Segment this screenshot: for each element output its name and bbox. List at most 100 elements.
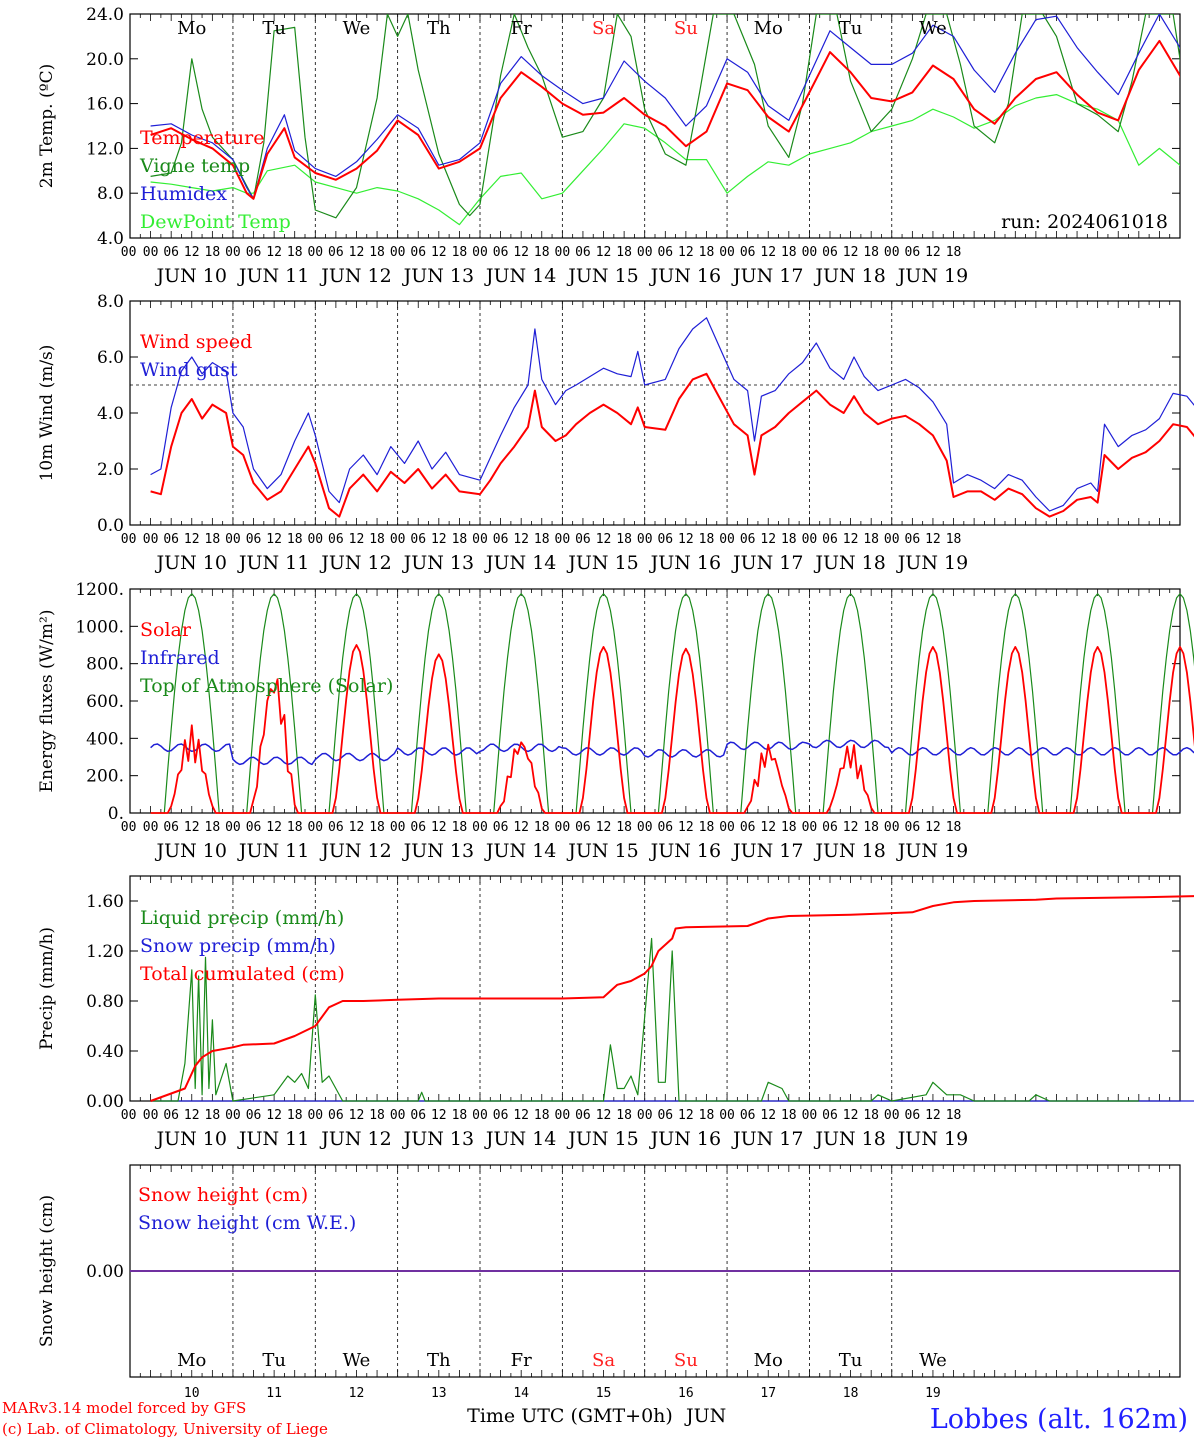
- day-of-week-label: Th: [427, 18, 451, 39]
- legend-snow-height-cm-: Snow height (cm): [138, 1184, 308, 1206]
- day-of-week-label: Sa: [592, 1350, 615, 1371]
- date-label: JUN 14: [484, 552, 556, 574]
- hour-tick-label: 00: [121, 1108, 137, 1123]
- hour-tick-label: 18: [616, 532, 632, 547]
- hour-tick-label: 06: [246, 1108, 262, 1123]
- hour-tick-label: 00: [719, 820, 735, 835]
- y-tick-label: 4.0: [97, 229, 124, 249]
- day-number-label: 18: [843, 1386, 859, 1401]
- day-number-label: 19: [925, 1386, 941, 1401]
- hour-tick-label: 18: [369, 1108, 385, 1123]
- hour-tick-label: 00: [719, 1108, 735, 1123]
- hour-tick-label: 06: [822, 820, 838, 835]
- hour-tick-label: 00: [719, 532, 735, 547]
- legend-temperature: Temperature: [140, 127, 264, 149]
- hour-tick-label: 12: [843, 532, 859, 547]
- hour-tick-label: 12: [513, 245, 529, 260]
- y-axis-label: Precip (mm/h): [37, 927, 57, 1050]
- hour-tick-label: 18: [616, 1108, 632, 1123]
- hour-tick-label: 18: [699, 532, 715, 547]
- hour-tick-label: 00: [802, 1108, 818, 1123]
- date-label: JUN 17: [731, 552, 803, 574]
- day-number-label: 13: [431, 1386, 447, 1401]
- y-tick-label: 1.60: [86, 892, 124, 912]
- hour-tick-label: 12: [596, 820, 612, 835]
- footer-lab-credit: (c) Lab. of Climatology, University of L…: [2, 1420, 328, 1438]
- y-tick-label: 12.0: [86, 139, 124, 159]
- hour-tick-label: 06: [328, 820, 344, 835]
- hour-tick-label: 00: [884, 1108, 900, 1123]
- date-label: JUN 16: [649, 840, 721, 862]
- hour-tick-label: 00: [637, 245, 653, 260]
- legend-solar: Solar: [140, 619, 192, 641]
- hour-tick-label: 12: [431, 1108, 447, 1123]
- day-of-week-label: Tu: [839, 18, 863, 39]
- hour-tick-label: 06: [163, 532, 179, 547]
- hour-tick-label: 12: [760, 1108, 776, 1123]
- y-tick-label: 0.00: [86, 1262, 124, 1282]
- hour-tick-label: 06: [493, 1108, 509, 1123]
- hour-tick-label: 12: [184, 532, 200, 547]
- hour-tick-label: 18: [287, 820, 303, 835]
- hour-tick-label: 06: [410, 820, 426, 835]
- series-infrared: [150, 739, 1194, 766]
- date-label: JUN 14: [484, 840, 556, 862]
- hour-tick-label: 12: [678, 820, 694, 835]
- series-humidex: [150, 14, 1180, 200]
- series-wind-gust: [150, 317, 1194, 512]
- hour-tick-label: 06: [905, 820, 921, 835]
- hour-tick-label: 00: [307, 532, 323, 547]
- y-axis-label: Snow height (cm): [37, 1195, 57, 1347]
- hour-tick-label: 18: [616, 820, 632, 835]
- series-temperature: [150, 39, 1180, 200]
- panel-frame: [129, 588, 1181, 814]
- hour-tick-label: 06: [575, 1108, 591, 1123]
- y-tick-label: 0.00: [86, 1092, 124, 1112]
- hour-tick-label: 12: [843, 245, 859, 260]
- hour-tick-label: 00: [884, 532, 900, 547]
- day-of-week-label: Sa: [592, 18, 615, 39]
- hour-tick-label: 00: [472, 1108, 488, 1123]
- hour-tick-label: 12: [843, 820, 859, 835]
- legend-infrared: Infrared: [140, 647, 220, 669]
- date-label: JUN 14: [484, 1128, 556, 1150]
- hour-tick-label: 12: [266, 532, 282, 547]
- hour-tick-label: 12: [925, 245, 941, 260]
- day-of-week-label: We: [919, 1350, 947, 1371]
- y-tick-label: 800.: [86, 655, 124, 675]
- hour-tick-label: 18: [452, 1108, 468, 1123]
- hour-tick-label: 00: [555, 820, 571, 835]
- date-label: JUN 16: [649, 265, 721, 287]
- precip-series: [150, 895, 1194, 1102]
- y-tick-label: 1.20: [86, 942, 124, 962]
- legend-vigne-temp: Vigne temp: [139, 155, 250, 177]
- date-label: JUN 19: [896, 552, 968, 574]
- hour-tick-label: 18: [863, 820, 879, 835]
- hour-tick-label: 06: [246, 820, 262, 835]
- hour-tick-label: 18: [205, 820, 221, 835]
- hour-tick-label: 06: [328, 532, 344, 547]
- hour-tick-label: 06: [657, 245, 673, 260]
- date-label: JUN 11: [237, 1128, 309, 1150]
- hour-tick-label: 12: [513, 820, 529, 835]
- hour-tick-label: 18: [863, 245, 879, 260]
- legend-wind-gust: Wind gust: [140, 359, 238, 381]
- legend-humidex: Humidex: [140, 183, 227, 205]
- hour-tick-label: 12: [431, 532, 447, 547]
- panel-1: [129, 13, 1181, 239]
- hour-tick-label: 12: [184, 245, 200, 260]
- hour-tick-label: 12: [843, 1108, 859, 1123]
- hour-tick-label: 18: [534, 820, 550, 835]
- hour-tick-label: 12: [596, 245, 612, 260]
- date-label: JUN 12: [319, 552, 391, 574]
- legend-top-of-atmosphere-solar-: Top of Atmosphere (Solar): [140, 675, 393, 697]
- y-tick-label: 1200.: [75, 580, 124, 600]
- hour-tick-label: 06: [163, 245, 179, 260]
- series-total-cumulated-cm-: [150, 895, 1194, 1102]
- y-tick-label: 600.: [86, 692, 124, 712]
- hour-tick-label: 00: [637, 1108, 653, 1123]
- hour-tick-label: 12: [184, 820, 200, 835]
- hour-tick-label: 18: [781, 820, 797, 835]
- hour-tick-label: 12: [760, 532, 776, 547]
- date-label: JUN 19: [896, 265, 968, 287]
